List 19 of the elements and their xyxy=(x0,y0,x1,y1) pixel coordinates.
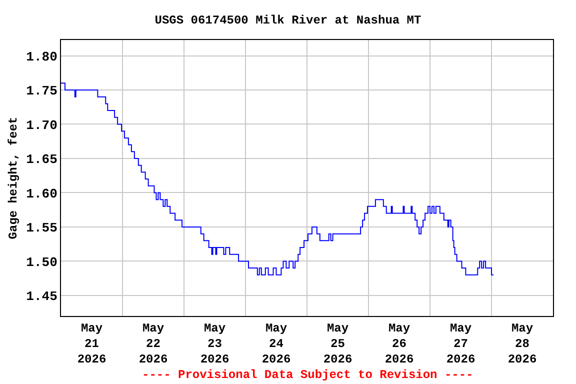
y-tick-label: 1.50 xyxy=(26,254,58,270)
chart-title: USGS 06174500 Milk River at Nashua MT xyxy=(154,13,422,28)
x-tick-label: May 21 2026 xyxy=(77,321,106,367)
y-tick-label: 1.75 xyxy=(26,84,58,99)
x-tick-label: May 28 2026 xyxy=(508,321,537,367)
y-tick-label: 1.45 xyxy=(26,289,58,304)
text: ---- Provisional Data Subject to Revision ---- xyxy=(142,368,474,382)
y-tick-label: 1.65 xyxy=(26,152,58,168)
y-tick-label: 1.60 xyxy=(26,186,58,202)
x-tick-label: May 25 2026 xyxy=(323,321,352,367)
y-tick-label: 1.80 xyxy=(26,49,58,64)
x-tick-label: May 27 2026 xyxy=(446,321,476,367)
y-tick-label: 1.70 xyxy=(26,118,58,133)
y-tick-label: 1.55 xyxy=(26,220,58,236)
x-tick-label: May 26 2026 xyxy=(384,321,414,367)
x-tick-label: May 24 2026 xyxy=(262,321,291,367)
x-tick-label: May 23 2026 xyxy=(200,321,230,367)
y-axis-title: Gage height, feet xyxy=(6,116,20,240)
x-tick-label: May 22 2026 xyxy=(138,321,168,367)
